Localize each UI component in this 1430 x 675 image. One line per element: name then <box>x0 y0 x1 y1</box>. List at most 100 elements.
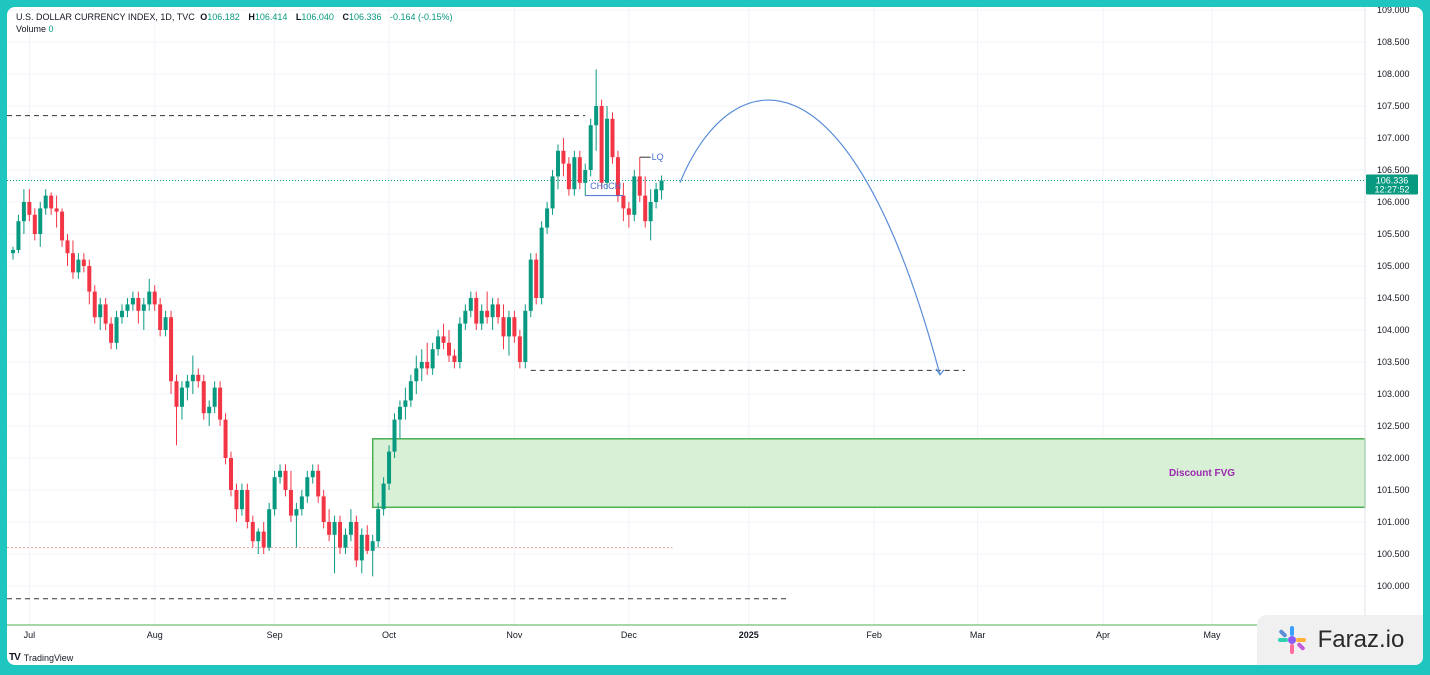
y-tick-label: 100.000 <box>1377 581 1410 591</box>
candle-body <box>637 176 642 196</box>
candle-body <box>136 298 141 311</box>
candle-body <box>599 106 604 183</box>
close-label: C <box>342 12 349 22</box>
candle-body <box>577 157 582 183</box>
candle-body <box>278 470 283 478</box>
candle-body <box>109 323 114 343</box>
x-tick-label: Jul <box>24 630 36 640</box>
candle-body <box>376 509 381 542</box>
candle-body <box>316 470 321 497</box>
candle-body <box>250 522 255 542</box>
open-label: O <box>200 12 208 22</box>
faraz-badge: Faraz.io <box>1257 615 1423 665</box>
lq-label: LQ <box>652 152 664 162</box>
candle-body <box>572 157 577 190</box>
candle-body <box>21 202 26 222</box>
candle-body <box>158 304 163 330</box>
candle-body <box>305 477 310 497</box>
candle-body <box>272 477 277 510</box>
symbol-header: U.S. DOLLAR CURRENCY INDEX, 1D, TVC O106… <box>16 12 456 22</box>
candle-body <box>81 259 86 266</box>
candle-body <box>163 317 168 330</box>
candle-body <box>457 323 462 362</box>
candle-body <box>512 317 517 337</box>
candle-body <box>218 387 223 420</box>
volume-value: 0 <box>48 24 54 34</box>
fvg-label: Discount FVG <box>1169 468 1235 479</box>
candle-body <box>321 496 326 522</box>
candle-body <box>239 490 244 510</box>
candle-body <box>169 317 174 382</box>
candle-body <box>76 259 81 273</box>
candle-body <box>408 381 413 401</box>
candle-body <box>605 118 610 183</box>
x-tick-label: Mar <box>970 630 986 640</box>
candle-body <box>185 381 190 388</box>
candle-body <box>501 317 506 337</box>
candle-body <box>147 291 152 305</box>
candle-body <box>610 118 615 158</box>
candle-body <box>179 387 184 407</box>
candle-body <box>267 509 272 548</box>
y-tick-label: 104.000 <box>1377 325 1410 335</box>
candle-body <box>32 214 37 234</box>
candle-body <box>381 483 386 510</box>
tradingview-brand[interactable]: TV TradingView <box>9 652 73 663</box>
y-tick-label: 103.000 <box>1377 389 1410 399</box>
candle-body <box>190 374 195 382</box>
volume-indicator[interactable]: Volume 0 <box>16 24 54 34</box>
candle-body <box>348 522 353 535</box>
tradingview-logo-icon: TV <box>9 652 21 663</box>
price-tag-value: 106.336 <box>1376 175 1409 185</box>
x-tick-label: May <box>1203 630 1221 640</box>
close-value: 106.336 <box>348 12 382 22</box>
candle-body <box>207 406 212 414</box>
candle-body <box>70 253 75 273</box>
candle-body <box>38 208 43 234</box>
candle-body <box>98 304 103 318</box>
projection-curve <box>679 99 941 375</box>
change-value: -0.164 (-0.15%) <box>390 12 453 22</box>
candle-body <box>343 534 348 548</box>
y-tick-label: 105.000 <box>1377 261 1410 271</box>
candle-body <box>332 522 337 535</box>
candle-body <box>43 195 48 209</box>
candle-body <box>245 490 250 522</box>
y-tick-label: 109.000 <box>1377 7 1410 15</box>
price-tag-timer: 12:27:52 <box>1374 184 1409 194</box>
x-tick-label: Apr <box>1096 630 1110 640</box>
y-tick-label: 104.500 <box>1377 293 1410 303</box>
projection-arrowhead <box>935 368 945 376</box>
candle-body <box>583 170 588 183</box>
faraz-logo-icon <box>1277 626 1306 654</box>
y-tick-label: 103.500 <box>1377 357 1410 367</box>
candle-body <box>550 176 555 209</box>
candle-body <box>196 374 201 382</box>
candle-body <box>523 310 528 362</box>
candle-body <box>463 310 468 324</box>
x-tick-label: Nov <box>506 630 523 640</box>
candle-body <box>223 419 228 458</box>
candle-body <box>87 266 92 292</box>
low-label: L <box>295 12 302 22</box>
candle-body <box>403 400 408 407</box>
candle-body <box>441 336 446 343</box>
candle-body <box>588 125 593 170</box>
candle-body <box>120 310 124 318</box>
candle-body <box>130 298 135 305</box>
choch-label: CHoCH <box>590 181 621 191</box>
price-chart[interactable]: Discount FVG CHoCH LQ 100.000 100.500 101.000… <box>7 7 1423 665</box>
candle-body <box>261 531 266 548</box>
candle-body <box>485 310 490 318</box>
candle-body <box>288 490 293 516</box>
low-value: 106.040 <box>301 12 334 22</box>
y-tick-label: 100.500 <box>1377 549 1410 559</box>
candle-body <box>354 522 359 561</box>
candle-body <box>60 211 65 241</box>
candle-body <box>125 304 130 311</box>
x-tick-label: 2025 <box>739 630 759 640</box>
candle-body <box>632 176 637 215</box>
candle-body <box>201 381 206 414</box>
candle-body <box>479 310 484 324</box>
faraz-label: Faraz.io <box>1317 626 1405 653</box>
